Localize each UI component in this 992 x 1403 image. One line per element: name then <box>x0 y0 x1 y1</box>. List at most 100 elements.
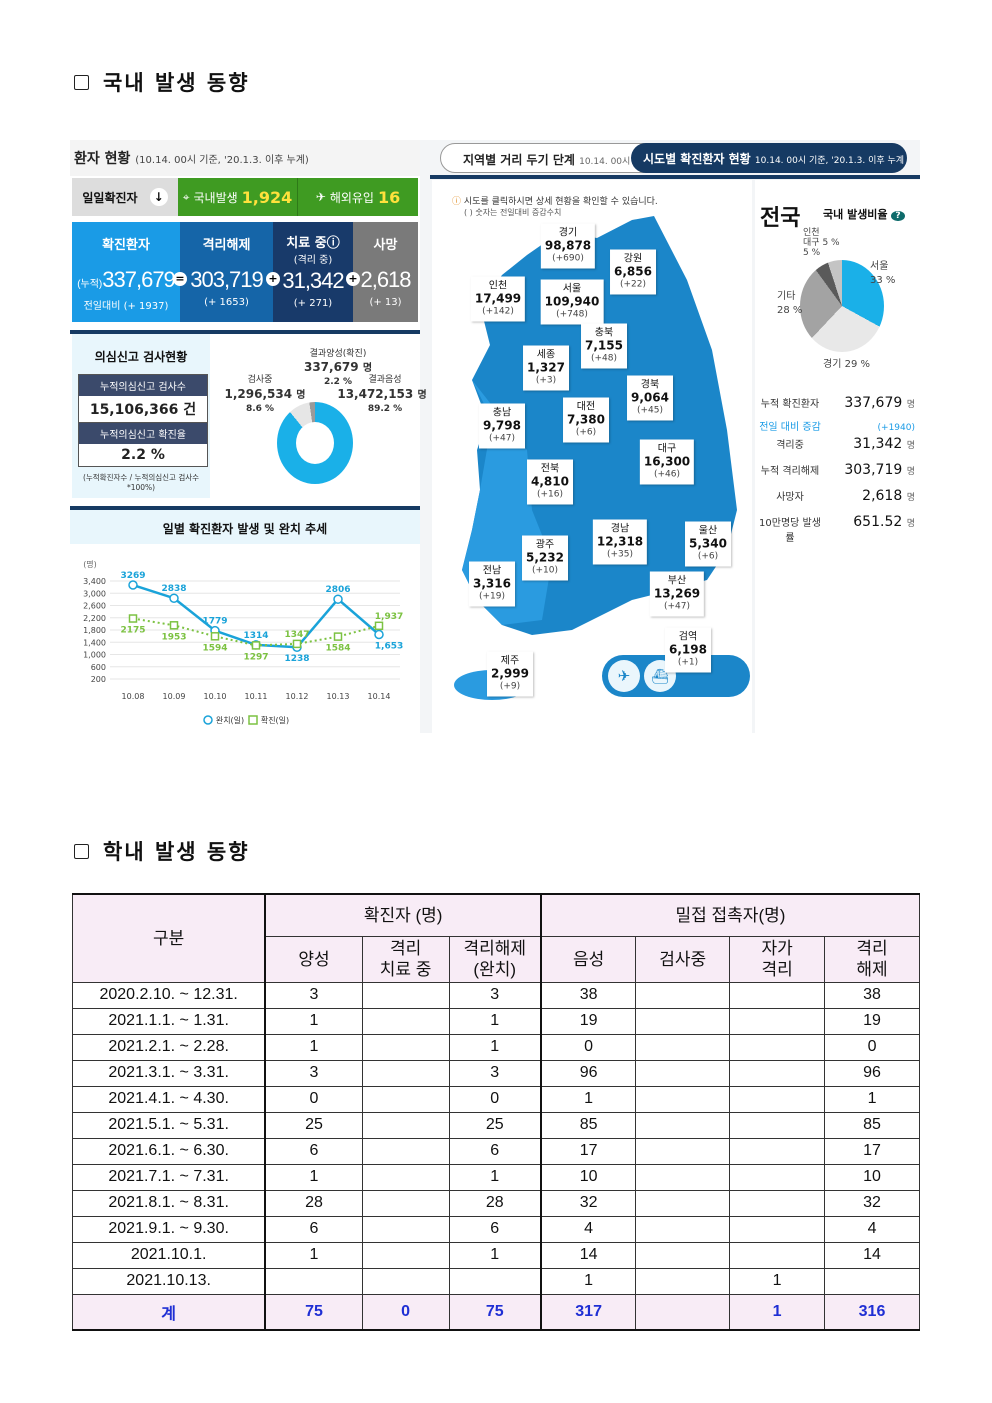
negative-pct: 89.2 % <box>367 404 403 414</box>
region-delta: (+22) <box>619 279 646 290</box>
region-name: 전북 <box>540 463 560 475</box>
y-tick-label: 3,400 <box>83 577 106 586</box>
period-cell: 2021.5.1. ~ 5.31. <box>72 1111 267 1139</box>
data-point <box>374 629 384 640</box>
positive-label: 결과양성(확진) <box>309 349 367 359</box>
positive-pct: 2.2 % <box>323 377 353 387</box>
tests-section: 의심신고 검사현황 누적의심신고 검사수 15,106,366 건 누적의심신고 … <box>70 330 427 498</box>
region-name: 광주 <box>535 539 555 551</box>
region-label[interactable]: 전남 3,316 (+19) <box>469 561 515 607</box>
tab-distancing-level[interactable]: 지역별 거리 두기 단계 10.14. 00시 기준 <box>463 151 650 168</box>
region-count: 3,316 <box>473 576 511 591</box>
region-name: 울산 <box>698 525 718 537</box>
period-cell: 2021.1.1. ~ 1.31. <box>72 1007 267 1035</box>
table-row: 2021.10.13. 1 1 <box>72 1267 920 1295</box>
region-label[interactable]: 대전 7,380 (+6) <box>563 397 609 443</box>
value-cell: 1 <box>264 1007 363 1035</box>
value-cell <box>635 1137 731 1165</box>
x-tick-label: 10.09 <box>163 692 186 701</box>
title-text: 환자 현황 <box>74 151 131 167</box>
value-cell: 75 <box>448 1293 542 1331</box>
map-note-2: ( ) 숫자는 전일대비 증감수치 <box>464 208 562 217</box>
region-delta: (+35) <box>606 549 633 560</box>
value-cell: 4 <box>540 1215 637 1243</box>
tab-sub: 10.14. 00시 기준, '20.1.3. 이후 누계 <box>754 156 905 166</box>
korea-map[interactable]: ⓘ 시도를 클릭하시면 상세 현황을 확인할 수 있습니다. ( ) 숫자는 전… <box>432 180 752 733</box>
region-label[interactable]: 울산 5,340 (+6) <box>685 521 731 567</box>
value-cell <box>729 1059 826 1087</box>
region-label[interactable]: 충북 7,155 (+48) <box>581 323 627 369</box>
national-stat: 10만명당 발생률 651.52 명 <box>755 514 915 544</box>
stat-label: 사망 <box>373 238 398 253</box>
data-label: 2838 <box>161 584 186 594</box>
value-cell: 1 <box>264 1163 363 1191</box>
period-cell: 2021.6.1. ~ 6.30. <box>72 1137 267 1165</box>
region-delta: (+47) <box>488 433 515 444</box>
value-cell <box>635 1267 731 1295</box>
region-label[interactable]: 서울 109,940 (+748) <box>540 279 604 325</box>
region-count: 13,269 <box>653 586 701 601</box>
region-label[interactable]: 충남 9,798 (+47) <box>479 403 525 449</box>
x-tick-label: 10.11 <box>245 692 268 701</box>
value-cell <box>729 1241 826 1269</box>
value-cell <box>361 1033 450 1061</box>
overseas-value: 16 <box>377 187 401 207</box>
tab-label: 지역별 거리 두기 단계 <box>463 153 575 167</box>
overseas-daily: ✈ 해외유입 16 <box>298 178 418 216</box>
region-label[interactable]: 경남 12,318 (+35) <box>592 519 648 565</box>
unit: 명 <box>906 467 915 477</box>
stat-value: 303,719 <box>190 267 264 292</box>
table-row: 2021.1.1. ~ 1.31. 1 1 19 19 <box>72 1007 920 1035</box>
help-icon[interactable]: ? <box>891 211 905 221</box>
value-cell <box>729 1163 826 1191</box>
region-label[interactable]: 광주 5,232 (+10) <box>522 535 568 581</box>
legend-label: 완치(일) <box>216 716 244 725</box>
header-category: 구분 <box>72 893 267 983</box>
x-tick-label: 10.12 <box>286 692 309 701</box>
region-delta: (+3) <box>535 375 557 386</box>
value-cell: 0 <box>824 1033 920 1061</box>
domestic-label: 국내발생 <box>193 190 238 205</box>
value-cell: 3 <box>448 981 542 1009</box>
stat-label: 확진환자 <box>102 238 150 253</box>
value-cell: 25 <box>448 1111 542 1139</box>
region-label[interactable]: 인천 17,499 (+142) <box>470 276 526 322</box>
data-label: 1314 <box>243 631 268 641</box>
region-label[interactable]: 경북 9,064 (+45) <box>627 375 673 421</box>
region-delta: (+19) <box>478 591 505 602</box>
subheader: 격리해제 (완치) <box>448 935 542 983</box>
region-label[interactable]: 전북 4,810 (+16) <box>527 459 573 505</box>
value-cell: 0 <box>264 1085 363 1113</box>
region-label[interactable]: 제주 2,999 (+9) <box>487 651 533 697</box>
subheader: 자가 격리 <box>729 935 826 983</box>
patient-panel: 환자 현황 (10.14. 00시 기준, '20.1.3. 이후 누계) 일일… <box>70 140 427 733</box>
stat-delta: (+ 1653) <box>204 297 249 308</box>
national-stat: 사망자 2,618 명 <box>755 488 915 504</box>
stat-label: 격리해제 <box>202 238 251 253</box>
stat-value: 2,618 <box>862 488 903 504</box>
region-label[interactable]: 강원 6,856 (+22) <box>610 249 656 295</box>
equals-icon: = <box>173 272 187 286</box>
data-point <box>128 614 138 623</box>
campus-cases-table: 구분 확진자 (명) 밀접 접촉자(명) 양성 격리 치료 중 격리해제 (완치) 음… <box>72 893 920 1331</box>
value-cell: 6 <box>448 1137 542 1165</box>
value-cell: 38 <box>824 981 920 1009</box>
region-label[interactable]: 경기 98,878 (+690) <box>540 223 596 269</box>
region-label[interactable]: 대구 16,300 (+46) <box>639 439 695 485</box>
tab-label: 시도별 확진환자 현황 <box>643 152 751 166</box>
checkbox-icon <box>74 843 89 859</box>
region-count: 17,499 <box>474 291 522 306</box>
help-icon[interactable]: ⓘ <box>326 236 340 251</box>
region-label[interactable]: 부산 13,269 (+47) <box>649 571 705 617</box>
data-label: 1,653 <box>375 642 403 652</box>
positive-value: 337,679 <box>303 360 359 374</box>
daily-label-text: 일일확진자 <box>82 190 138 205</box>
region-label[interactable]: 검역 6,198 (+1) <box>665 627 711 673</box>
region-count: 1,327 <box>527 360 565 375</box>
value-cell: 4 <box>824 1215 920 1243</box>
value-cell <box>635 1189 731 1217</box>
tab-region-cases[interactable]: 시도별 확진환자 현황 10.14. 00시 기준, '20.1.3. 이후 누… <box>631 143 907 173</box>
trend-section: 일별 확진환자 발생 및 완치 추세 (명) 200 600 1,000 1,400 1,… <box>70 506 420 733</box>
table-row: 2021.7.1. ~ 7.31. 1 1 10 10 <box>72 1163 920 1191</box>
region-label[interactable]: 세종 1,327 (+3) <box>523 345 569 391</box>
